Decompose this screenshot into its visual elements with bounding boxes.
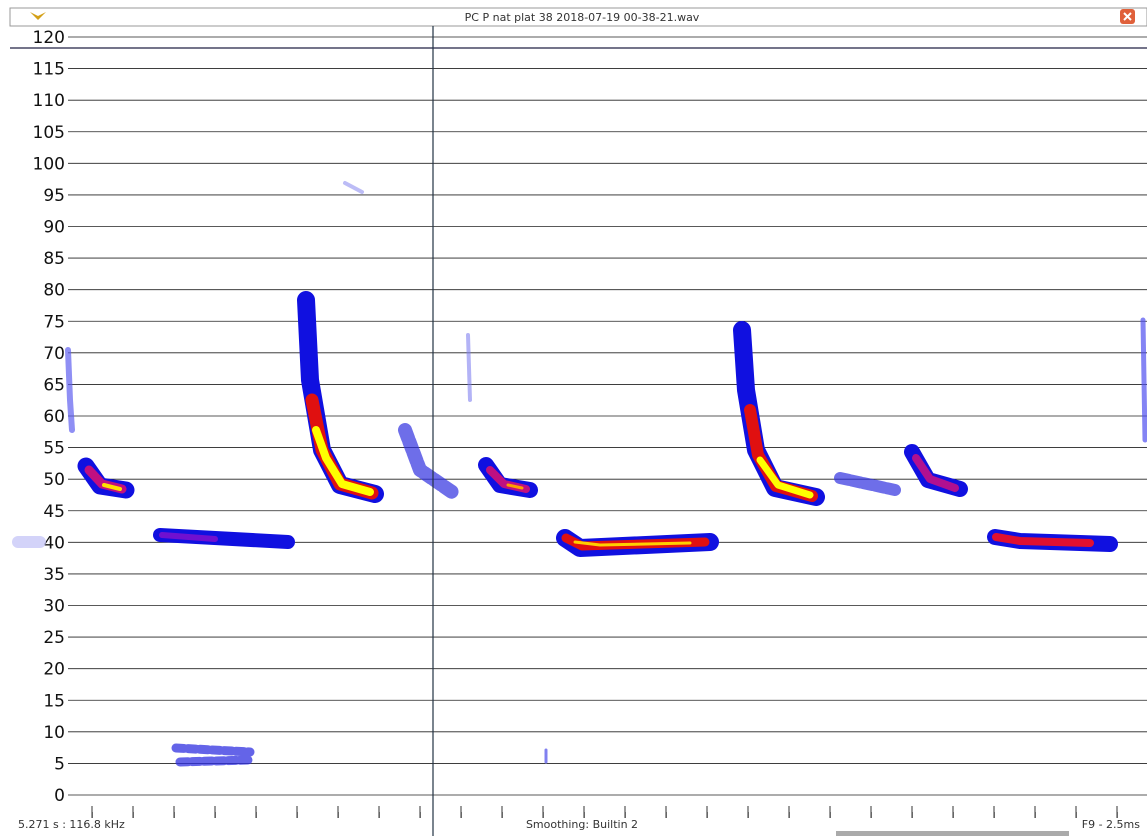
- y-tick-label: 65: [43, 375, 65, 395]
- y-tick-label: 45: [43, 502, 65, 522]
- status-position: 5.271 s : 116.8 kHz: [18, 818, 125, 831]
- y-tick-label: 95: [43, 186, 65, 206]
- spectrogram-window: PC P nat plat 38 2018-07-19 00-38-21.wav…: [0, 0, 1147, 836]
- y-tick-label: 75: [43, 312, 65, 332]
- y-tick-label: 90: [43, 218, 65, 238]
- status-smoothing: Smoothing: Builtin 2: [526, 818, 638, 831]
- flat-call: [565, 538, 710, 548]
- y-tick-label: 20: [43, 660, 65, 680]
- y-tick-label: 30: [43, 597, 65, 617]
- window-title: PC P nat plat 38 2018-07-19 00-38-21.wav: [465, 11, 700, 24]
- y-tick-label: 0: [54, 786, 65, 806]
- y-tick-label: 105: [33, 123, 65, 143]
- status-mode: F9 - 2.5ms: [1082, 818, 1140, 831]
- y-tick-label: 120: [33, 28, 65, 48]
- y-tick-label: 25: [43, 628, 65, 648]
- y-tick-label: 55: [43, 439, 65, 459]
- flat-call: [995, 537, 1110, 544]
- scrollbar[interactable]: [836, 831, 1069, 836]
- y-tick-label: 85: [43, 249, 65, 269]
- y-tick-label: 5: [54, 754, 65, 774]
- y-tick-label: 110: [33, 91, 65, 111]
- faint-signal: [68, 350, 72, 430]
- y-tick-label: 60: [43, 407, 65, 427]
- y-tick-label: 100: [33, 154, 65, 174]
- faint-signal: [468, 335, 470, 400]
- y-tick-label: 15: [43, 691, 65, 711]
- y-tick-label: 10: [43, 723, 65, 743]
- y-tick-label: 40: [43, 533, 65, 553]
- y-tick-label: 35: [43, 565, 65, 585]
- y-tick-label: 115: [33, 60, 65, 80]
- background: [0, 0, 1147, 836]
- flat-call: [160, 535, 288, 542]
- faint-signal: [1143, 320, 1145, 440]
- y-tick-label: 80: [43, 281, 65, 301]
- y-tick-label: 50: [43, 470, 65, 490]
- y-tick-label: 70: [43, 344, 65, 364]
